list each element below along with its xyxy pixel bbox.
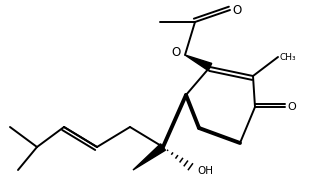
Polygon shape [185, 55, 212, 71]
Text: O: O [232, 3, 241, 17]
Text: OH: OH [197, 166, 213, 176]
Polygon shape [133, 144, 166, 170]
Text: O: O [287, 102, 296, 112]
Text: CH₃: CH₃ [280, 52, 297, 61]
Text: O: O [172, 46, 181, 59]
